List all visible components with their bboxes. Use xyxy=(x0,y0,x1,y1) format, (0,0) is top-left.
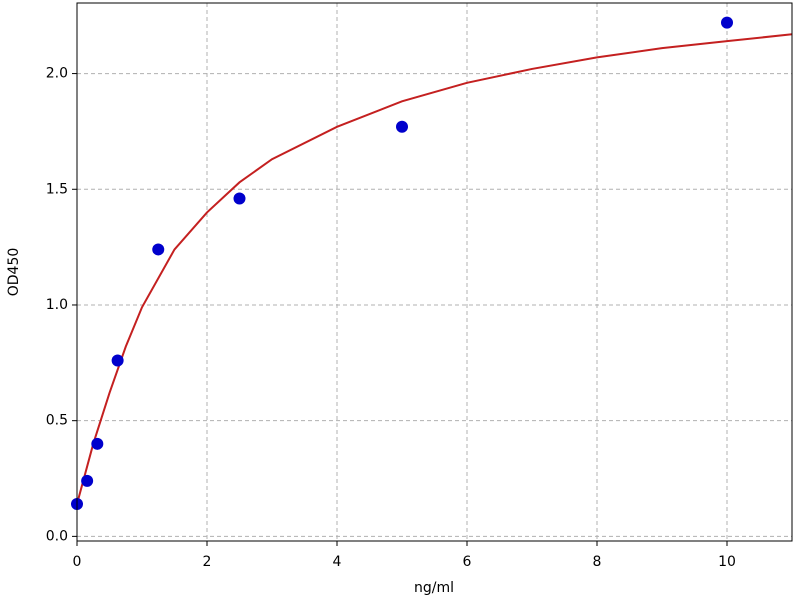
x-tick-label: 0 xyxy=(73,554,82,570)
x-tick-label: 4 xyxy=(333,554,342,570)
plot-frame xyxy=(76,2,793,542)
y-tick-label: 1.0 xyxy=(46,297,68,313)
y-tick-label: 0.5 xyxy=(46,413,68,429)
x-tick-label: 2 xyxy=(203,554,212,570)
x-tick-label: 10 xyxy=(718,554,736,570)
x-axis-label: ng/ml xyxy=(414,580,454,596)
y-tick-label: 0.0 xyxy=(46,528,68,544)
data-point xyxy=(81,474,94,487)
x-tick-label: 6 xyxy=(463,554,472,570)
data-point xyxy=(91,437,104,450)
data-point xyxy=(152,243,165,256)
fit-curve xyxy=(77,33,792,505)
y-tick-label: 1.5 xyxy=(46,181,68,197)
x-tick-label: 8 xyxy=(593,554,602,570)
y-tick-label: 2.0 xyxy=(46,66,68,82)
data-point xyxy=(233,192,246,205)
y-axis-label: OD450 xyxy=(6,248,22,297)
data-point xyxy=(396,120,408,133)
data-point xyxy=(721,16,733,29)
data-point xyxy=(111,354,124,367)
